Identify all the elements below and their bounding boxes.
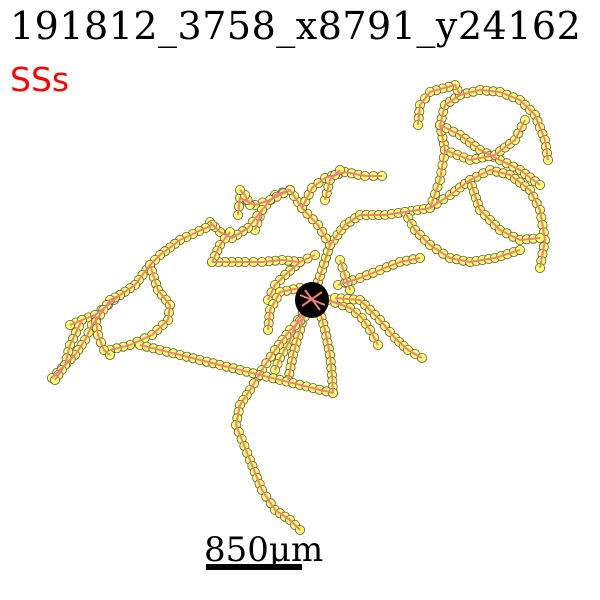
branch-overlay	[109, 264, 171, 351]
branch-overlay	[429, 89, 549, 209]
branch-overlay	[337, 257, 421, 286]
branch-overlay	[209, 209, 263, 239]
branch-overlay	[334, 297, 423, 359]
soma-branch-origin	[301, 291, 323, 307]
soma	[295, 282, 329, 318]
branch-overlay	[417, 84, 461, 126]
branch-overlay	[324, 169, 341, 201]
cell-type-label: SSs	[10, 60, 70, 99]
branch-overlay	[267, 254, 316, 301]
branch-overlay	[237, 189, 291, 216]
branch-overlay	[404, 211, 521, 263]
branch-overlay	[311, 169, 546, 301]
branch-overlay	[212, 259, 301, 263]
branch-overlay	[69, 224, 213, 326]
branch-overlay	[317, 304, 334, 394]
neuron-id-title: 191812_3758_x8791_y24162	[10, 4, 582, 48]
branch-overlay	[469, 179, 541, 241]
scale-bar	[206, 564, 302, 570]
branch-overlay	[235, 311, 311, 531]
scale-bar-label: 850μm	[204, 530, 324, 570]
branch-overlay	[327, 299, 379, 346]
branch-overlay	[239, 189, 251, 206]
soma-branch-origin	[304, 289, 321, 311]
branch-overlay	[54, 319, 83, 381]
trace-nodes	[47, 80, 554, 536]
branch-overlay	[94, 314, 111, 356]
branch-overlay	[444, 119, 526, 161]
branch-overlay	[139, 344, 334, 394]
branch-overlay	[339, 259, 351, 291]
branch-overlay	[211, 231, 231, 263]
